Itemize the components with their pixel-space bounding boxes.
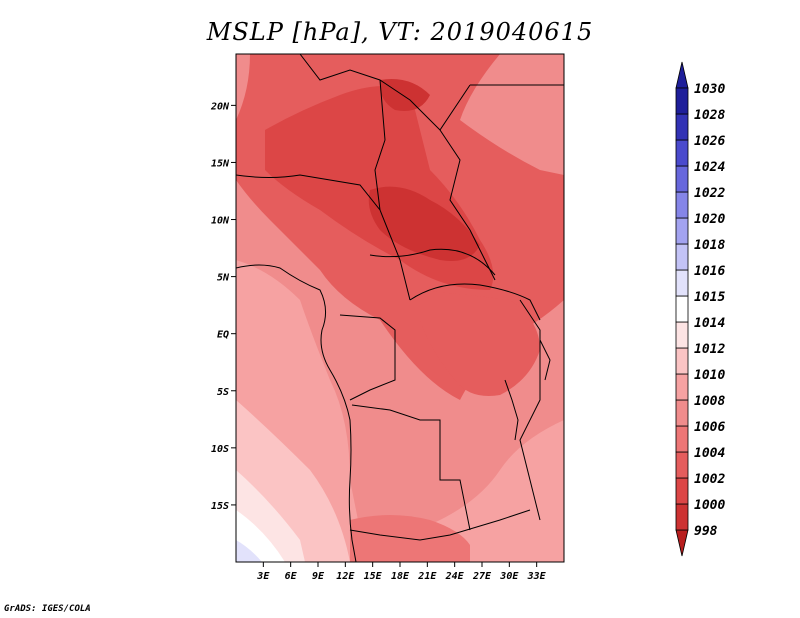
border-north-3 bbox=[374, 79, 386, 211]
lon-tick-label: 9E bbox=[312, 571, 325, 582]
border-angola bbox=[351, 404, 471, 531]
lat-tick-label: 15S bbox=[211, 501, 229, 512]
lon-tick-label: 30E bbox=[499, 571, 519, 582]
country-borders bbox=[236, 54, 564, 562]
colorbar-swatch bbox=[675, 451, 689, 479]
colorbar-swatch bbox=[675, 503, 689, 531]
border-congo bbox=[339, 314, 396, 401]
lat-tick-label: 15N bbox=[211, 158, 230, 169]
credit-label: GrADS: IGES/COLA bbox=[4, 604, 91, 614]
colorbar-low-extension bbox=[675, 529, 689, 557]
lon-tick-label: 33E bbox=[527, 571, 547, 582]
lon-tick-label: 27E bbox=[472, 571, 492, 582]
colorbar-label: 1002 bbox=[694, 472, 725, 487]
lon-tick-label: 21E bbox=[417, 571, 437, 582]
latitude-axis: 20N 15N 10N 5N EQ 5S 10S 15S bbox=[210, 101, 236, 512]
colorbar-label: 1006 bbox=[694, 420, 725, 435]
colorbar-label: 998 bbox=[694, 524, 718, 539]
colorbar-label: 1004 bbox=[694, 446, 725, 461]
colorbar-swatch bbox=[675, 321, 689, 349]
lon-tick-label: 24E bbox=[445, 571, 465, 582]
colorbar-label: 1026 bbox=[694, 134, 725, 149]
region-chad-core bbox=[368, 186, 480, 261]
lat-tick-label: 10N bbox=[211, 216, 230, 227]
colorbar-swatch bbox=[675, 399, 689, 427]
colorbar-swatch bbox=[675, 347, 689, 375]
lat-tick-label: 5S bbox=[217, 387, 229, 398]
colorbar-label: 1012 bbox=[694, 342, 725, 357]
colorbar-label: 1014 bbox=[694, 316, 725, 331]
lon-tick-label: 3E bbox=[256, 571, 270, 582]
colorbar-swatch bbox=[675, 269, 689, 297]
colorbar: 998 1000 1002 1004 1006 1008 1010 1012 1014 1015 1… bbox=[675, 61, 725, 557]
colorbar-swatch bbox=[675, 217, 689, 245]
border-central-1 bbox=[369, 248, 496, 276]
colorbar-label: 1016 bbox=[694, 264, 725, 279]
colorbar-swatch bbox=[675, 373, 689, 401]
border-lake-1 bbox=[504, 379, 519, 441]
pressure-field bbox=[236, 54, 564, 562]
lon-tick-label: 6E bbox=[285, 571, 298, 582]
colorbar-swatch bbox=[675, 191, 689, 219]
coastline bbox=[236, 264, 357, 562]
region-congo-basin bbox=[420, 290, 540, 396]
colorbar-swatch bbox=[675, 113, 689, 141]
colorbar-swatch bbox=[675, 425, 689, 453]
colorbar-label: 1018 bbox=[694, 238, 725, 253]
border-central-2 bbox=[409, 283, 541, 321]
colorbar-high-extension bbox=[675, 61, 689, 89]
map-title: MSLP [hPa], VT: 2019040615 bbox=[206, 18, 594, 46]
lat-tick-label: 10S bbox=[211, 444, 229, 455]
lat-tick-label: 20N bbox=[210, 101, 230, 112]
lon-tick-label: 18E bbox=[391, 571, 410, 582]
border-lake-2 bbox=[539, 339, 551, 381]
region-southwest-blue bbox=[236, 540, 262, 562]
colorbar-label: 1030 bbox=[694, 82, 725, 97]
border-north-4 bbox=[439, 129, 496, 281]
colorbar-label: 1020 bbox=[694, 212, 725, 227]
colorbar-label: 1024 bbox=[694, 160, 725, 175]
border-east-2 bbox=[519, 299, 541, 521]
colorbar-label: 1010 bbox=[694, 368, 725, 383]
lat-tick-label: 5N bbox=[217, 273, 230, 284]
region-northern-core bbox=[379, 79, 430, 111]
colorbar-label: 1022 bbox=[694, 186, 725, 201]
colorbar-swatch bbox=[675, 243, 689, 271]
colorbar-label: 1015 bbox=[694, 290, 725, 305]
colorbar-swatch bbox=[675, 139, 689, 167]
lat-tick-label: EQ bbox=[217, 330, 229, 341]
colorbar-swatch bbox=[675, 165, 689, 193]
colorbar-swatch bbox=[675, 477, 689, 505]
lon-tick-label: 12E bbox=[336, 571, 355, 582]
border-north-1 bbox=[236, 174, 411, 301]
border-south-1 bbox=[349, 509, 531, 541]
colorbar-swatch bbox=[675, 87, 689, 115]
colorbar-label: 1028 bbox=[694, 108, 725, 123]
lon-tick-label: 15E bbox=[364, 571, 383, 582]
colorbar-swatch bbox=[675, 295, 689, 323]
colorbar-label: 1008 bbox=[694, 394, 725, 409]
colorbar-label: 1000 bbox=[694, 498, 725, 513]
longitude-axis: 3E 6E 9E 12E 15E 18E 21E 24E 27E 30E 33E bbox=[256, 562, 547, 582]
